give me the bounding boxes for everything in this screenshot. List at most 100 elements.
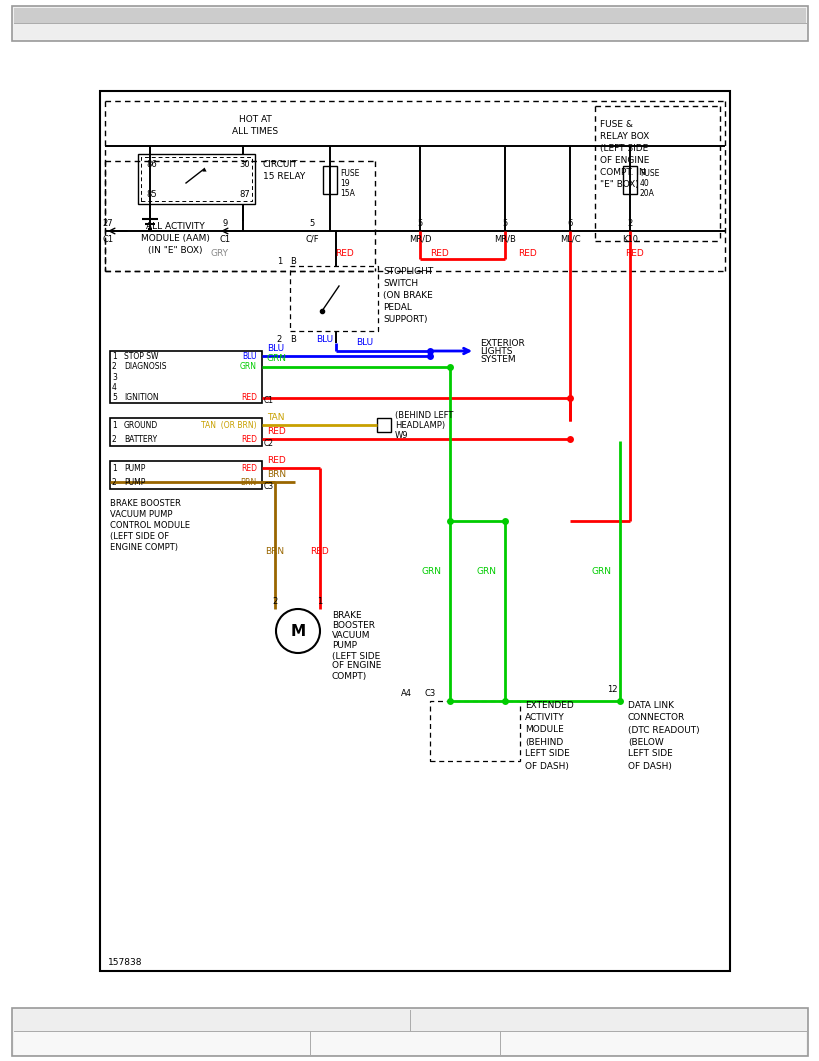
Text: VACUUM PUMP: VACUUM PUMP — [110, 509, 172, 519]
Text: COMPT. IN: COMPT. IN — [600, 168, 645, 176]
Text: C/F: C/F — [305, 234, 319, 244]
Text: 20A: 20A — [639, 189, 654, 197]
Text: HEADLAMP): HEADLAMP) — [395, 420, 445, 430]
Text: DIAGNOSIS: DIAGNOSIS — [124, 362, 166, 371]
Text: RED: RED — [310, 546, 329, 556]
Text: 40: 40 — [639, 178, 649, 188]
Text: GRY: GRY — [210, 248, 229, 258]
Text: (LEFT SIDE OF: (LEFT SIDE OF — [110, 532, 169, 540]
Text: HOT AT: HOT AT — [238, 115, 271, 123]
Text: MR/B: MR/B — [494, 234, 515, 244]
Text: 2: 2 — [276, 334, 282, 344]
Text: RED: RED — [430, 248, 449, 258]
Bar — [141, 157, 251, 201]
Text: (IN "E" BOX): (IN "E" BOX) — [147, 245, 202, 255]
Text: FUSE &: FUSE & — [600, 120, 632, 128]
Text: (ON BRAKE: (ON BRAKE — [382, 291, 432, 299]
Text: K10: K10 — [622, 234, 637, 244]
Text: 5: 5 — [417, 219, 422, 227]
Text: 27: 27 — [102, 219, 113, 227]
Text: ALL TIMES: ALL TIMES — [232, 126, 278, 136]
Bar — [110, 460, 262, 489]
Text: OF ENGINE: OF ENGINE — [600, 156, 649, 164]
Text: BLU: BLU — [267, 344, 283, 352]
Text: (DTC READOUT): (DTC READOUT) — [627, 726, 699, 734]
Text: MODULE (AAM): MODULE (AAM) — [140, 233, 209, 243]
Text: FUSE: FUSE — [340, 169, 359, 177]
Text: 2: 2 — [272, 596, 278, 606]
Text: BATTERY: BATTERY — [124, 435, 157, 443]
Text: RED: RED — [335, 248, 354, 258]
Text: 1: 1 — [317, 596, 322, 606]
Text: PUMP: PUMP — [124, 477, 145, 487]
Text: 1: 1 — [112, 464, 116, 472]
Text: LEFT SIDE: LEFT SIDE — [524, 749, 569, 759]
Text: 85: 85 — [146, 190, 156, 198]
Text: RED: RED — [241, 394, 256, 402]
Text: CONTROL MODULE: CONTROL MODULE — [110, 521, 190, 529]
Text: 1: 1 — [112, 351, 116, 361]
Text: RED: RED — [241, 464, 256, 472]
Circle shape — [276, 609, 319, 653]
Text: CIRCUIT: CIRCUIT — [263, 159, 298, 169]
Text: 2: 2 — [112, 362, 116, 371]
Text: BLU: BLU — [242, 351, 256, 361]
Bar — [14, 8, 805, 23]
Text: 6: 6 — [567, 219, 572, 227]
Text: (BEHIND LEFT: (BEHIND LEFT — [395, 411, 453, 419]
Text: RED: RED — [518, 248, 536, 258]
Text: RED: RED — [241, 435, 256, 443]
Text: STOPLIGHT: STOPLIGHT — [382, 266, 432, 276]
Text: TAN: TAN — [267, 413, 284, 421]
Bar — [14, 23, 805, 39]
Text: RED: RED — [625, 248, 644, 258]
Text: LIGHTS: LIGHTS — [479, 347, 512, 355]
Text: W9: W9 — [395, 431, 408, 439]
Bar — [14, 1031, 805, 1055]
Text: 2: 2 — [112, 477, 116, 487]
Text: 2: 2 — [627, 219, 631, 227]
Text: OF DASH): OF DASH) — [524, 762, 568, 770]
Text: PUMP: PUMP — [332, 642, 356, 650]
Bar — [14, 1010, 805, 1031]
Text: 3: 3 — [112, 372, 117, 382]
Text: ACTIVITY: ACTIVITY — [524, 713, 564, 723]
Bar — [110, 418, 262, 446]
Text: GRN: GRN — [267, 354, 287, 363]
Text: BLU: BLU — [355, 337, 373, 347]
Text: STOP SW: STOP SW — [124, 351, 158, 361]
Text: C2: C2 — [264, 438, 274, 448]
Text: 30: 30 — [238, 159, 249, 169]
Text: LEFT SIDE: LEFT SIDE — [627, 749, 672, 759]
Text: 15A: 15A — [340, 189, 355, 197]
Text: B: B — [290, 257, 296, 265]
Text: GROUND: GROUND — [124, 420, 158, 430]
Text: GRN: GRN — [477, 567, 496, 575]
Text: SUPPORT): SUPPORT) — [382, 314, 427, 324]
Text: IGNITION: IGNITION — [124, 394, 158, 402]
Text: GRN: GRN — [591, 567, 611, 575]
Text: B: B — [290, 334, 296, 344]
Text: 4: 4 — [112, 383, 117, 392]
Text: A4: A4 — [400, 689, 411, 697]
Bar — [12, 1008, 807, 1056]
Text: 86: 86 — [146, 159, 156, 169]
Text: (LEFT SIDE: (LEFT SIDE — [600, 143, 648, 153]
Text: RELAY BOX: RELAY BOX — [600, 132, 649, 140]
Bar — [100, 91, 729, 971]
Text: 87: 87 — [238, 190, 250, 198]
Text: 5: 5 — [502, 219, 507, 227]
Text: 19: 19 — [340, 178, 349, 188]
Bar — [12, 6, 807, 41]
Text: TAN  (OR BRN): TAN (OR BRN) — [201, 420, 256, 430]
Text: 15 RELAY: 15 RELAY — [263, 172, 305, 180]
Text: BRN: BRN — [265, 546, 284, 556]
Text: (LEFT SIDE: (LEFT SIDE — [332, 651, 380, 661]
Bar — [323, 166, 337, 194]
Text: DATA LINK: DATA LINK — [627, 701, 673, 711]
Text: C1: C1 — [102, 234, 113, 244]
Text: SYSTEM: SYSTEM — [479, 354, 515, 364]
Text: ALL ACTIVITY: ALL ACTIVITY — [146, 222, 204, 230]
Text: 5: 5 — [112, 394, 117, 402]
Text: M: M — [290, 624, 305, 639]
